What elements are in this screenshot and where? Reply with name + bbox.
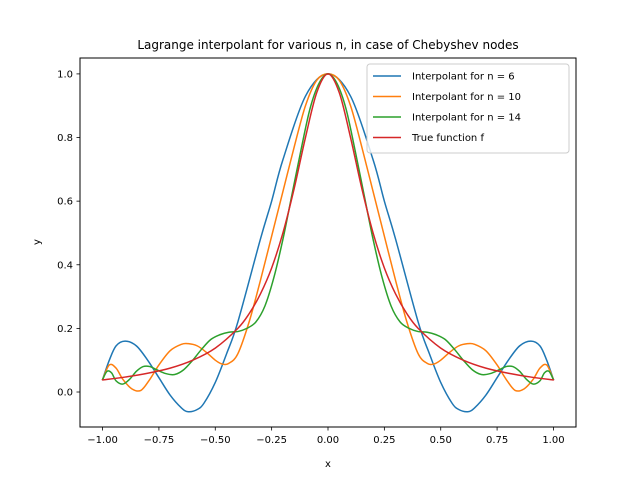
y-axis: 0.0 0.2 0.4 0.6 0.8 1.0 bbox=[57, 69, 80, 399]
y-tick-label: 0.4 bbox=[57, 260, 73, 271]
x-tick-label: 1.00 bbox=[542, 435, 564, 446]
x-axis: −1.00 −0.75 −0.50 −0.25 0.00 0.25 0.50 0.75 1.00 bbox=[87, 427, 565, 446]
y-tick-label: 1.0 bbox=[57, 69, 73, 80]
legend-label-4: True function f bbox=[411, 133, 484, 144]
x-tick-label: 0.75 bbox=[486, 435, 508, 446]
x-tick-label: −0.75 bbox=[144, 435, 175, 446]
plot-lines bbox=[101, 73, 555, 413]
y-axis-label: y bbox=[32, 239, 43, 245]
legend-label-3: Interpolant for n = 14 bbox=[412, 113, 521, 124]
x-tick-label: 0.50 bbox=[430, 435, 452, 446]
chart-title: Lagrange interpolant for various n, in c… bbox=[137, 38, 518, 52]
y-tick-label: 0.8 bbox=[57, 133, 73, 144]
x-tick-label: 0.00 bbox=[317, 435, 339, 446]
legend-box bbox=[366, 63, 570, 154]
y-tick-label: 0.6 bbox=[57, 197, 73, 208]
x-axis-label: x bbox=[325, 459, 331, 470]
x-tick-label: −0.25 bbox=[256, 435, 287, 446]
y-tick-label: 0.0 bbox=[57, 388, 73, 399]
series-line-4 bbox=[101, 73, 555, 381]
y-tick-label: 0.2 bbox=[57, 324, 73, 335]
legend-label-2: Interpolant for n = 10 bbox=[412, 92, 521, 103]
x-tick-label: −0.50 bbox=[200, 435, 231, 446]
x-tick-label: 0.25 bbox=[373, 435, 395, 446]
legend-label-1: Interpolant for n = 6 bbox=[412, 72, 515, 83]
x-tick-label: −1.00 bbox=[87, 435, 118, 446]
legend: Interpolant for n = 6 Interpolant for n =… bbox=[366, 63, 570, 154]
